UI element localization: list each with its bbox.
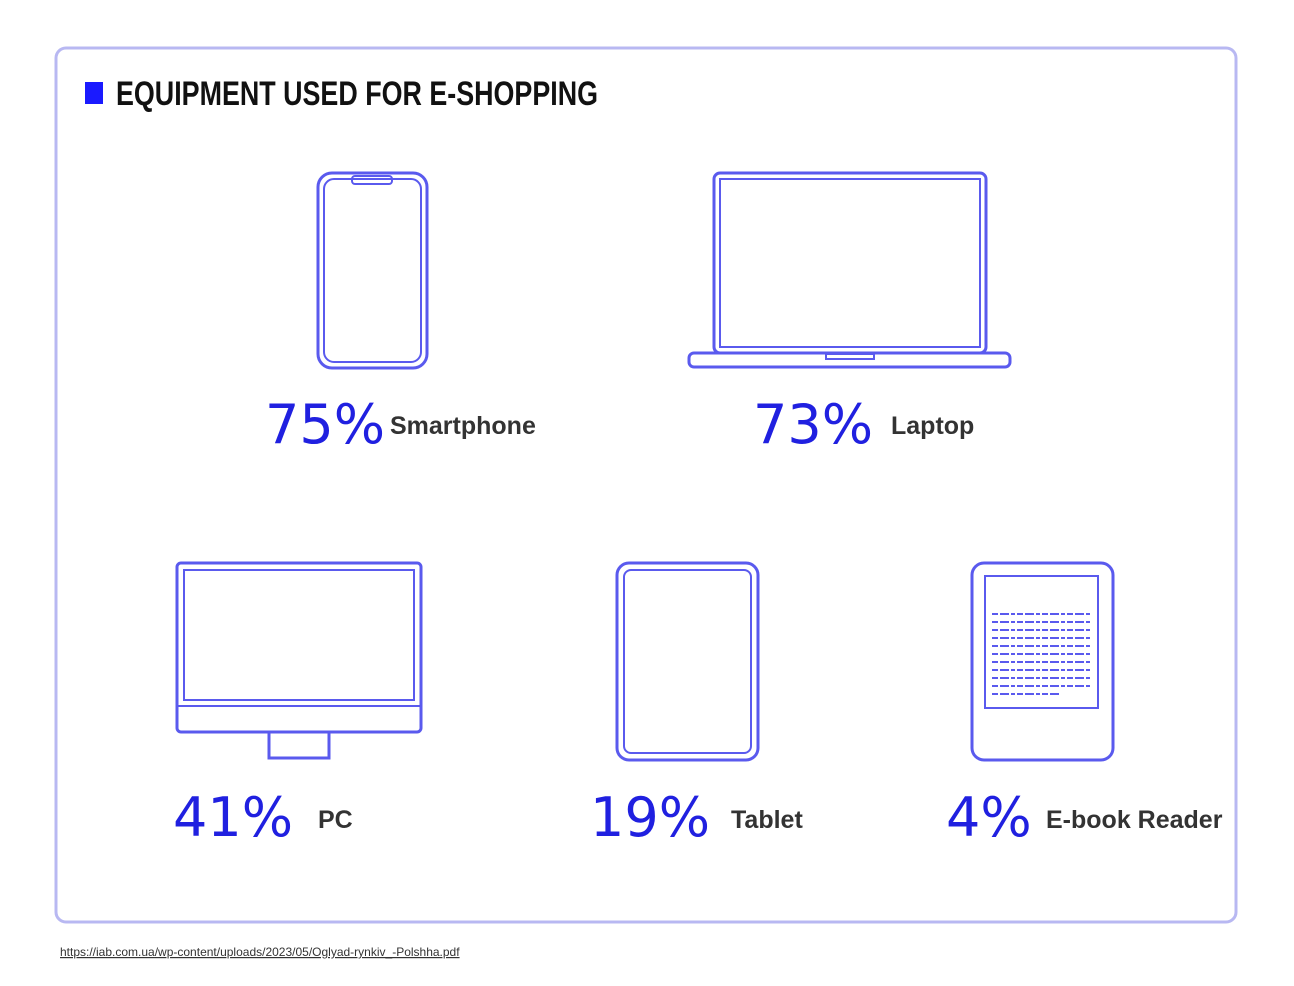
device-label: Laptop (891, 412, 974, 440)
percent: 41% (173, 786, 293, 849)
title: EQUIPMENT USED FOR E-SHOPPING (116, 75, 598, 113)
percent: 73% (753, 393, 873, 456)
percent: 19% (590, 786, 710, 849)
smartphone-icon (316, 171, 429, 370)
pc-icon (175, 561, 423, 760)
percent: 4% (946, 786, 1032, 849)
title-marker (85, 82, 103, 104)
device-label: PC (318, 806, 353, 834)
source-link[interactable]: https://iab.com.ua/wp-content/uploads/20… (60, 945, 460, 959)
tablet-icon (615, 561, 760, 762)
percent: 75% (265, 393, 385, 456)
laptop-icon (687, 171, 1012, 369)
device-label: Tablet (731, 806, 803, 834)
ebook-icon (970, 561, 1115, 762)
card-border (54, 46, 1238, 924)
device-label: Smartphone (390, 412, 536, 440)
device-label: E-book Reader (1046, 806, 1223, 834)
